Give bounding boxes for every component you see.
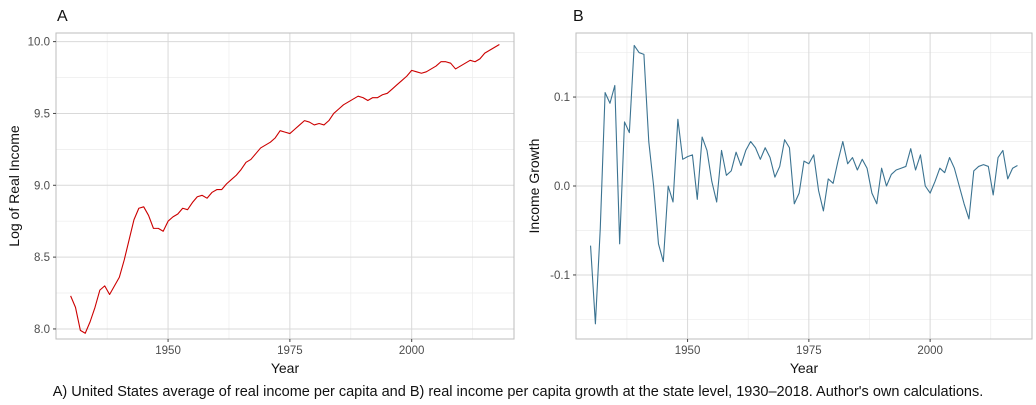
y-axis-title: Log of Real Income — [6, 125, 22, 247]
y-axis-title: Income Growth — [526, 139, 542, 234]
x-tick-label: 1975 — [796, 345, 822, 357]
y-tick-label: 9.0 — [34, 180, 50, 192]
y-tick-label: 9.5 — [34, 108, 50, 120]
y-tick-label: 8.5 — [34, 252, 50, 264]
panel-tag: A — [57, 8, 68, 25]
series-line — [590, 44, 1018, 325]
series-line — [70, 44, 500, 334]
panel-tag: B — [573, 8, 584, 25]
x-tick-label: 2000 — [399, 345, 425, 357]
x-axis-title: Year — [271, 360, 300, 376]
y-tick-label: 0.0 — [554, 181, 570, 193]
x-tick-label: 1950 — [155, 345, 181, 357]
x-tick-label: 1975 — [277, 345, 303, 357]
figure: 1950 1975 2000 8.0 8.5 9.0 9.5 10.0 Year Log of R… — [6, 8, 1033, 376]
x-tick-label: 2000 — [917, 345, 943, 357]
panel-a: 1950 1975 2000 8.0 8.5 9.0 9.5 10.0 Year Log of R… — [6, 8, 515, 376]
y-tick-label: 8.0 — [34, 324, 50, 336]
y-tick-label: 10.0 — [28, 37, 50, 49]
x-axis-title: Year — [790, 360, 819, 376]
y-tick-label: -0.1 — [550, 270, 570, 282]
x-tick-label: 1950 — [675, 345, 701, 357]
y-tick-label: 0.1 — [554, 92, 570, 104]
panel-b: 1950 1975 2000 -0.1 0.0 0.1 Year Income Growth B — [526, 8, 1033, 376]
figure-caption: A) United States average of real income … — [52, 384, 984, 400]
plot-border — [55, 32, 515, 340]
